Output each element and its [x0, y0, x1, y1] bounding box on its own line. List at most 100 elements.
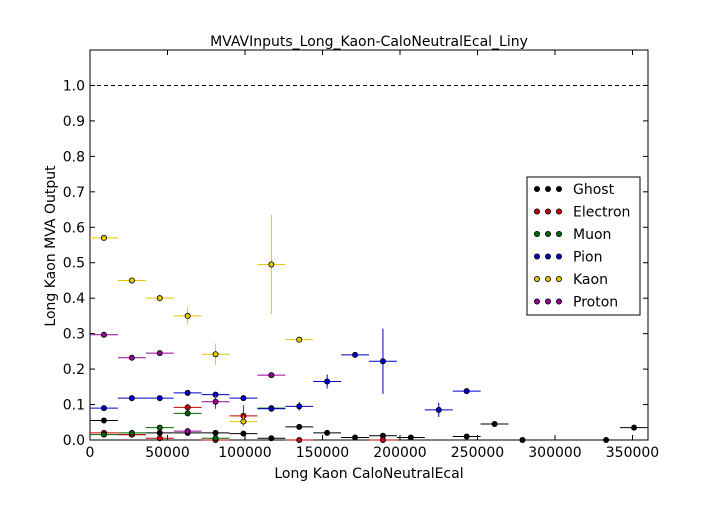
- data-point: [435, 406, 442, 413]
- legend-label: Ghost: [573, 182, 615, 198]
- data-point: [184, 404, 191, 411]
- data-point: [240, 418, 247, 425]
- y-tick-label: 0.1: [63, 398, 85, 414]
- x-tick-label: 50000: [145, 445, 190, 461]
- data-point: [128, 354, 135, 361]
- data-point: [212, 398, 219, 405]
- x-tick-label: 350000: [606, 445, 659, 461]
- data-point: [100, 331, 107, 338]
- legend-entry: Ghost: [534, 182, 615, 198]
- legend-marker: [556, 298, 563, 305]
- data-point: [212, 435, 219, 442]
- y-tick-label: 0.9: [63, 114, 85, 130]
- x-tick-label: 300000: [528, 445, 581, 461]
- data-point: [128, 395, 135, 402]
- legend-label: Pion: [573, 250, 602, 266]
- series-kaon: [90, 214, 314, 427]
- data-point: [212, 351, 219, 358]
- plot-area: 0.0 0.1 0.2 0.3 0.4 0.5 0.6 0.7 0.8 0.9 1.0 0 50000 1…: [63, 49, 659, 461]
- data-point: [296, 403, 303, 410]
- legend-entry: Pion: [534, 250, 602, 266]
- legend-marker: [545, 230, 552, 237]
- legend-box: [526, 176, 641, 316]
- y-tick-label: 0.8: [63, 149, 85, 165]
- data-point: [156, 429, 163, 436]
- y-axis-label: Long Kaon MVA Output: [43, 165, 59, 327]
- data-point: [184, 389, 191, 396]
- x-axis-label: Long Kaon CaloNeutralEcal: [274, 466, 463, 482]
- data-point: [100, 234, 107, 241]
- series-ghost: [90, 417, 648, 443]
- legend-marker: [534, 275, 541, 282]
- data-point: [156, 295, 163, 302]
- legend-label: Kaon: [573, 272, 608, 288]
- legend: Ghost Electron Muon Pion Kaon Proton: [526, 176, 641, 316]
- legend-marker: [556, 275, 563, 282]
- data-point: [631, 424, 638, 431]
- data-point: [268, 435, 275, 442]
- legend-marker: [556, 208, 563, 215]
- y-tick-label: 0.2: [63, 362, 85, 378]
- data-point: [240, 395, 247, 402]
- data-point: [379, 436, 386, 443]
- data-point: [100, 417, 107, 424]
- y-tick-label: 0.4: [63, 291, 85, 307]
- data-point: [296, 436, 303, 443]
- legend-marker: [545, 298, 552, 305]
- data-point: [100, 431, 107, 438]
- x-tick-label: 150000: [296, 445, 349, 461]
- data-point: [184, 428, 191, 435]
- data-point: [268, 261, 275, 268]
- x-tick-label: 0: [86, 445, 95, 461]
- data-point: [156, 350, 163, 357]
- legend-entry: Proton: [534, 295, 618, 311]
- x-tick-label: 250000: [451, 445, 504, 461]
- series-proton: [90, 331, 286, 435]
- legend-marker: [534, 253, 541, 260]
- legend-entry: Muon: [534, 227, 611, 243]
- legend-marker: [556, 185, 563, 192]
- data-point: [156, 435, 163, 442]
- data-point: [128, 429, 135, 436]
- data-point: [184, 312, 191, 319]
- y-tick-label: 1.0: [63, 78, 85, 94]
- data-point: [352, 434, 359, 441]
- chart-title: MVAVInputs_Long_Kaon-CaloNeutralEcal_Lin…: [210, 34, 528, 50]
- data-point: [407, 434, 414, 441]
- data-point: [156, 424, 163, 431]
- x-tick-label: 100000: [218, 445, 271, 461]
- y-tick-label: 0.0: [63, 433, 85, 449]
- data-point: [240, 430, 247, 437]
- legend-entry: Electron: [534, 205, 630, 221]
- data-point: [128, 277, 135, 284]
- data-point: [324, 429, 331, 436]
- data-point: [603, 436, 610, 443]
- legend-marker: [556, 253, 563, 260]
- y-tick-label: 0.7: [63, 185, 85, 201]
- data-point: [100, 405, 107, 412]
- data-point: [296, 336, 303, 343]
- x-tick-label: 200000: [373, 445, 426, 461]
- data-point: [352, 351, 359, 358]
- data-point: [463, 388, 470, 395]
- legend-label: Proton: [573, 295, 618, 311]
- legend-marker: [534, 208, 541, 215]
- legend-marker: [534, 185, 541, 192]
- data-point: [519, 436, 526, 443]
- data-point: [296, 423, 303, 430]
- y-tick-label: 0.3: [63, 327, 85, 343]
- legend-marker: [556, 230, 563, 237]
- data-point: [268, 405, 275, 412]
- data-point: [268, 372, 275, 379]
- y-tick-label: 0.6: [63, 220, 85, 236]
- data-point: [491, 421, 498, 428]
- legend-marker: [545, 253, 552, 260]
- data-point: [156, 395, 163, 402]
- legend-marker: [534, 298, 541, 305]
- data-point: [184, 410, 191, 417]
- data-point: [212, 429, 219, 436]
- legend-marker: [534, 230, 541, 237]
- y-tick-label: 0.5: [63, 256, 85, 272]
